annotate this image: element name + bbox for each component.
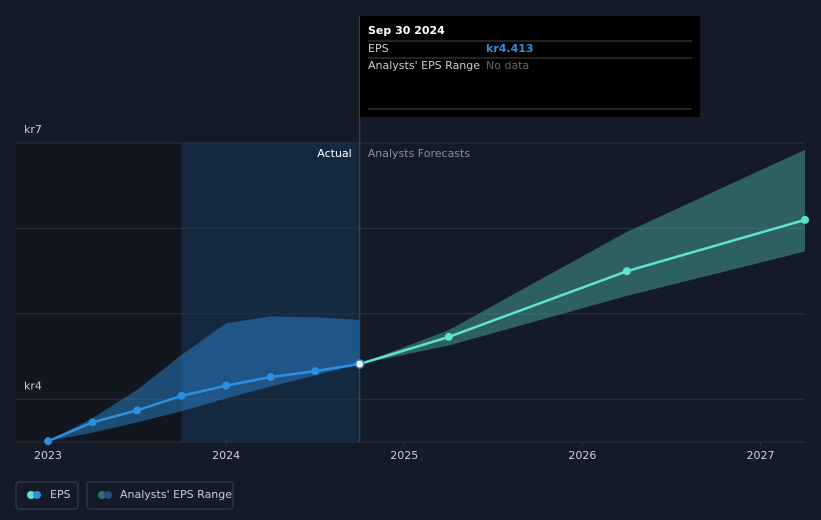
legend-swatch bbox=[27, 491, 35, 499]
annotation: Actual bbox=[317, 147, 351, 160]
legend-swatch bbox=[104, 491, 112, 499]
eps-point bbox=[177, 391, 186, 400]
eps-line bbox=[47, 362, 360, 443]
plot: kr4 kr7 2023 2024 2025 2026 2027 Actual Analysts… bbox=[16, 16, 809, 462]
eps-point bbox=[354, 359, 365, 369]
actual-shade bbox=[181, 143, 360, 442]
eps-point bbox=[622, 267, 631, 276]
eps-point bbox=[88, 418, 97, 427]
y-tick-label: kr7 bbox=[24, 123, 42, 136]
eps-point bbox=[801, 215, 809, 224]
past-range bbox=[48, 316, 360, 442]
tooltip: Sep 30 2024 EPS kr4.413 Analysts' EPS Ra… bbox=[360, 16, 700, 117]
eps-point bbox=[44, 437, 53, 446]
legend-swatch bbox=[98, 491, 106, 499]
tooltip-date: Sep 30 2024 bbox=[368, 24, 445, 37]
legend-swatch bbox=[33, 491, 41, 499]
legend-label: EPS bbox=[50, 488, 71, 501]
x-tick-label: 2024 bbox=[212, 449, 240, 462]
x-tick-label: 2025 bbox=[390, 449, 418, 462]
tooltip-label: EPS bbox=[368, 42, 389, 55]
eps-forecast-line bbox=[359, 218, 806, 366]
tooltip-value: No data bbox=[486, 59, 529, 72]
legend: EPS Analysts' EPS Range bbox=[15, 481, 234, 510]
x-tick-label: 2026 bbox=[568, 449, 596, 462]
past-shade bbox=[16, 143, 182, 442]
eps-range bbox=[359, 149, 805, 365]
y-tick-label: kr4 bbox=[24, 379, 42, 392]
eps-point bbox=[266, 373, 275, 382]
legend-label: Analysts' EPS Range bbox=[120, 488, 232, 501]
annotation: Analysts Forecasts bbox=[368, 147, 471, 160]
eps-point bbox=[222, 381, 231, 390]
eps-point bbox=[311, 367, 320, 376]
tooltip-value: kr4.413 bbox=[486, 42, 534, 55]
legend-item[interactable] bbox=[15, 481, 79, 510]
x-tick-label: 2027 bbox=[746, 449, 774, 462]
eps-point bbox=[444, 332, 453, 341]
tooltip-label: Analysts' EPS Range bbox=[368, 59, 480, 72]
x-tick-label: 2023 bbox=[34, 449, 62, 462]
legend-item[interactable] bbox=[86, 481, 234, 510]
eps-point bbox=[133, 406, 142, 415]
tooltip-box bbox=[360, 16, 700, 117]
